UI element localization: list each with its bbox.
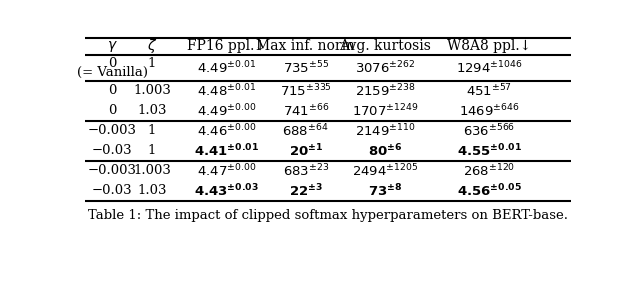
Text: 1.003: 1.003 — [133, 164, 171, 177]
Text: 0: 0 — [108, 104, 116, 117]
Text: $\zeta$: $\zeta$ — [147, 37, 157, 55]
Text: $\mathbf{4.43}^{\mathbf{\pm 0.03}}$: $\mathbf{4.43}^{\mathbf{\pm 0.03}}$ — [194, 183, 259, 199]
Text: $\mathbf{73}^{\mathbf{\pm 8}}$: $\mathbf{73}^{\mathbf{\pm 8}}$ — [368, 183, 402, 199]
Text: −0.03: −0.03 — [92, 144, 132, 157]
Text: −0.03: −0.03 — [92, 184, 132, 197]
Text: W8A8 ppl.↓: W8A8 ppl.↓ — [447, 39, 531, 53]
Text: $4.49^{\pm 0.00}$: $4.49^{\pm 0.00}$ — [196, 103, 256, 119]
Text: $\mathbf{22}^{\mathbf{\pm 3}}$: $\mathbf{22}^{\mathbf{\pm 3}}$ — [289, 183, 323, 199]
Text: $\gamma$: $\gamma$ — [107, 39, 118, 54]
Text: $\mathbf{4.56}^{\mathbf{\pm 0.05}}$: $\mathbf{4.56}^{\mathbf{\pm 0.05}}$ — [457, 183, 522, 199]
Text: 1.03: 1.03 — [137, 184, 166, 197]
Text: $451^{\pm 57}$: $451^{\pm 57}$ — [467, 83, 512, 99]
Text: $4.46^{\pm 0.00}$: $4.46^{\pm 0.00}$ — [196, 123, 256, 139]
Text: $\mathbf{4.41}^{\mathbf{\pm 0.01}}$: $\mathbf{4.41}^{\mathbf{\pm 0.01}}$ — [194, 143, 259, 159]
Text: $735^{\pm 55}$: $735^{\pm 55}$ — [283, 60, 329, 76]
Text: $2149^{\pm 110}$: $2149^{\pm 110}$ — [355, 123, 415, 139]
Text: $\mathbf{4.55}^{\mathbf{\pm 0.01}}$: $\mathbf{4.55}^{\mathbf{\pm 0.01}}$ — [457, 143, 522, 159]
Text: 0: 0 — [108, 84, 116, 97]
Text: Max inf. norm: Max inf. norm — [256, 39, 355, 53]
Text: $4.48^{\pm 0.01}$: $4.48^{\pm 0.01}$ — [196, 83, 256, 99]
Text: −0.003: −0.003 — [88, 164, 137, 177]
Text: $715^{\pm 335}$: $715^{\pm 335}$ — [280, 83, 332, 99]
Text: Table 1: The impact of clipped softmax hyperparameters on BERT-base.: Table 1: The impact of clipped softmax h… — [88, 209, 568, 222]
Text: Avg. kurtosis: Avg. kurtosis — [339, 39, 431, 53]
Text: $636^{\pm 566}$: $636^{\pm 566}$ — [463, 123, 515, 139]
Text: 1.03: 1.03 — [137, 104, 166, 117]
Text: $4.47^{\pm 0.00}$: $4.47^{\pm 0.00}$ — [196, 163, 256, 179]
Text: $1294^{\pm 1046}$: $1294^{\pm 1046}$ — [456, 60, 522, 76]
Text: 0: 0 — [108, 57, 116, 70]
Text: $4.49^{\pm 0.01}$: $4.49^{\pm 0.01}$ — [196, 60, 256, 76]
Text: FP16 ppl.↓: FP16 ppl.↓ — [187, 39, 266, 53]
Text: 1: 1 — [148, 57, 156, 70]
Text: −0.003: −0.003 — [88, 124, 137, 137]
Text: $268^{\pm 120}$: $268^{\pm 120}$ — [463, 163, 515, 179]
Text: 1: 1 — [148, 124, 156, 137]
Text: $683^{\pm 23}$: $683^{\pm 23}$ — [283, 163, 329, 179]
Text: $1469^{\pm 646}$: $1469^{\pm 646}$ — [459, 103, 520, 119]
Text: $741^{\pm 66}$: $741^{\pm 66}$ — [282, 103, 329, 119]
Text: 1.003: 1.003 — [133, 84, 171, 97]
Text: $2494^{\pm 1205}$: $2494^{\pm 1205}$ — [352, 163, 418, 179]
Text: $1707^{\pm 1249}$: $1707^{\pm 1249}$ — [352, 103, 419, 119]
Text: (= Vanilla): (= Vanilla) — [77, 66, 148, 79]
Text: $2159^{\pm 238}$: $2159^{\pm 238}$ — [355, 83, 415, 99]
Text: $\mathbf{20}^{\mathbf{\pm 1}}$: $\mathbf{20}^{\mathbf{\pm 1}}$ — [289, 143, 323, 159]
Text: $3076^{\pm 262}$: $3076^{\pm 262}$ — [355, 60, 415, 76]
Text: 1: 1 — [148, 144, 156, 157]
Text: $688^{\pm 64}$: $688^{\pm 64}$ — [282, 123, 329, 139]
Text: $\mathbf{80}^{\mathbf{\pm 6}}$: $\mathbf{80}^{\mathbf{\pm 6}}$ — [368, 143, 402, 159]
